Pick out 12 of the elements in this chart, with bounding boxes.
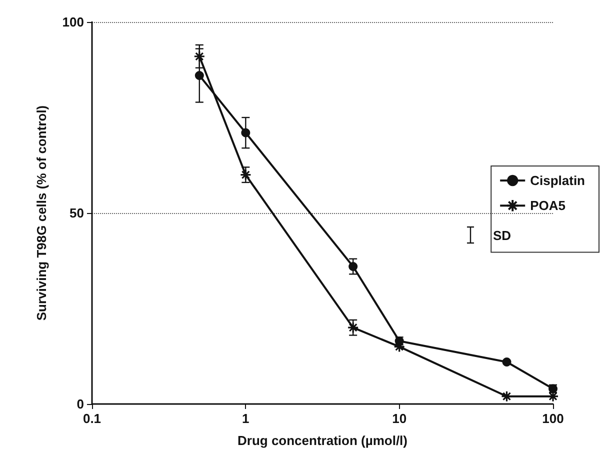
y-tick-label: 100: [62, 14, 84, 30]
x-axis-title: Drug concentration (µmol/l): [238, 433, 408, 448]
y-axis-title: Surviving T98G cells (% of control): [34, 105, 49, 321]
y-tick-label: 0: [76, 396, 84, 412]
y-tick-label: 50: [70, 206, 84, 220]
x-tick-label: 1: [242, 411, 250, 426]
x-tick-label: 0.1: [82, 411, 102, 426]
annotation: SD: [493, 228, 512, 242]
x-tick-label: 100: [542, 411, 564, 426]
legend-label: POA5: [530, 198, 566, 214]
legend-label: Cisplatin: [530, 173, 586, 188]
x-tick-label: 10: [392, 411, 407, 426]
